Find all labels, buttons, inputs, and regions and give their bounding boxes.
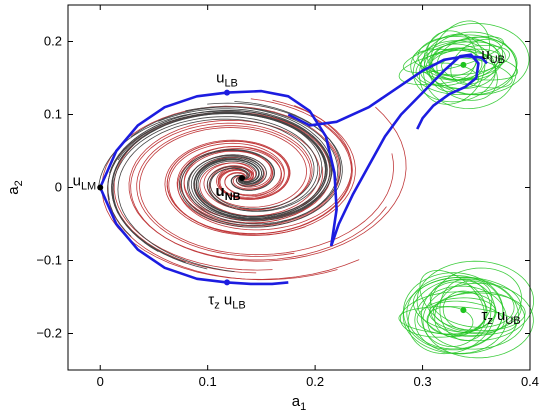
fixed-point-label: uNB <box>216 183 241 203</box>
label-sub: UB <box>490 54 505 66</box>
x-tick-label: 0.3 <box>414 374 432 389</box>
label-prefix-sub: z <box>487 315 493 327</box>
label-prefix: τ <box>481 307 487 324</box>
green-trajectory <box>398 306 517 336</box>
blue-unstable-manifold <box>287 54 488 127</box>
black-trajectory <box>109 110 331 221</box>
green-trajectory <box>441 57 513 89</box>
y-tick-label: 0 <box>55 180 62 195</box>
green-trajectory <box>420 41 506 81</box>
green-trajectory <box>416 297 497 335</box>
x-tick-label: 0.4 <box>521 374 539 389</box>
label-base: u <box>216 183 225 200</box>
fixed-point-label: τz uUB <box>481 307 520 327</box>
label-sub: LB <box>232 299 245 311</box>
label-base: u <box>216 70 224 87</box>
fixed-point-marker <box>224 89 231 96</box>
black-trajectory <box>117 118 315 272</box>
green-trajectory <box>427 291 526 350</box>
y-tick-label: −0.1 <box>36 253 62 268</box>
y-tick-label: −0.2 <box>36 326 62 341</box>
green-trajectory <box>442 290 488 331</box>
blue-boundary-lower <box>99 186 289 286</box>
green-trajectory <box>431 47 478 77</box>
label-sub: LB <box>224 78 237 90</box>
black-trajectories <box>98 101 343 272</box>
x-axis-label-sub: 1 <box>300 401 306 413</box>
fixed-point-marker <box>224 279 231 286</box>
green-trajectory <box>402 36 504 73</box>
green-trajectory <box>432 292 526 332</box>
label-sub: UB <box>505 315 520 327</box>
label-base: u <box>493 307 506 324</box>
red-trajectory <box>168 142 306 236</box>
green-trajectory <box>429 267 522 337</box>
label-sub: LM <box>81 181 96 193</box>
green-trajectory <box>414 285 508 354</box>
green-trajectory <box>425 48 497 89</box>
label-prefix: τ <box>208 291 214 308</box>
green-trajectory <box>419 269 485 332</box>
x-tick-label: 0.1 <box>199 374 217 389</box>
fixed-point-label: uUB <box>481 46 505 66</box>
green-trajectory <box>407 279 496 355</box>
fixed-point-label: τz uLB <box>208 291 245 311</box>
green-trajectory <box>412 40 497 103</box>
fixed-point-label: uLM <box>73 173 97 193</box>
blue-boundary-curves <box>99 53 488 286</box>
green-trajectory <box>422 282 534 359</box>
x-axis-label: a1 <box>292 393 306 413</box>
green-trajectory <box>416 260 534 342</box>
x-tick-label: 0 <box>97 374 104 389</box>
y-axis-label: a2 <box>5 180 25 194</box>
axes: 0 0.1 0.2 0.3 0.4 −0.2 −0.1 0 0.1 0.2 <box>36 5 539 389</box>
fixed-point-label: uLB <box>216 70 238 90</box>
green-trajectory <box>428 300 505 335</box>
fixed-point-marker <box>460 61 467 68</box>
label-base: u <box>220 291 233 308</box>
label-prefix-sub: z <box>214 299 220 311</box>
blue-boundary-upper <box>99 89 338 247</box>
plot-frame <box>67 4 531 371</box>
label-base: u <box>481 46 489 63</box>
y-axis-label-sub: 2 <box>13 180 25 186</box>
x-tick-label: 0.2 <box>306 374 324 389</box>
green-trajectory <box>429 278 515 328</box>
y-tick-label: 0.1 <box>44 107 62 122</box>
fixed-point-marker <box>97 184 104 191</box>
green-trajectory <box>398 48 501 86</box>
label-sub: NB <box>225 191 241 203</box>
green-trajectory <box>406 275 504 350</box>
black-trajectory <box>178 102 343 228</box>
fixed-point-marker <box>460 307 467 314</box>
black-trajectory <box>112 116 319 253</box>
label-base: u <box>73 173 81 190</box>
green-trajectories <box>398 20 534 359</box>
fixed-point-marker <box>239 175 246 182</box>
y-tick-label: 0.2 <box>44 34 62 49</box>
red-trajectory <box>166 119 352 235</box>
green-trajectory <box>412 276 522 334</box>
green-trajectory <box>426 30 477 81</box>
red-trajectory <box>139 127 394 256</box>
